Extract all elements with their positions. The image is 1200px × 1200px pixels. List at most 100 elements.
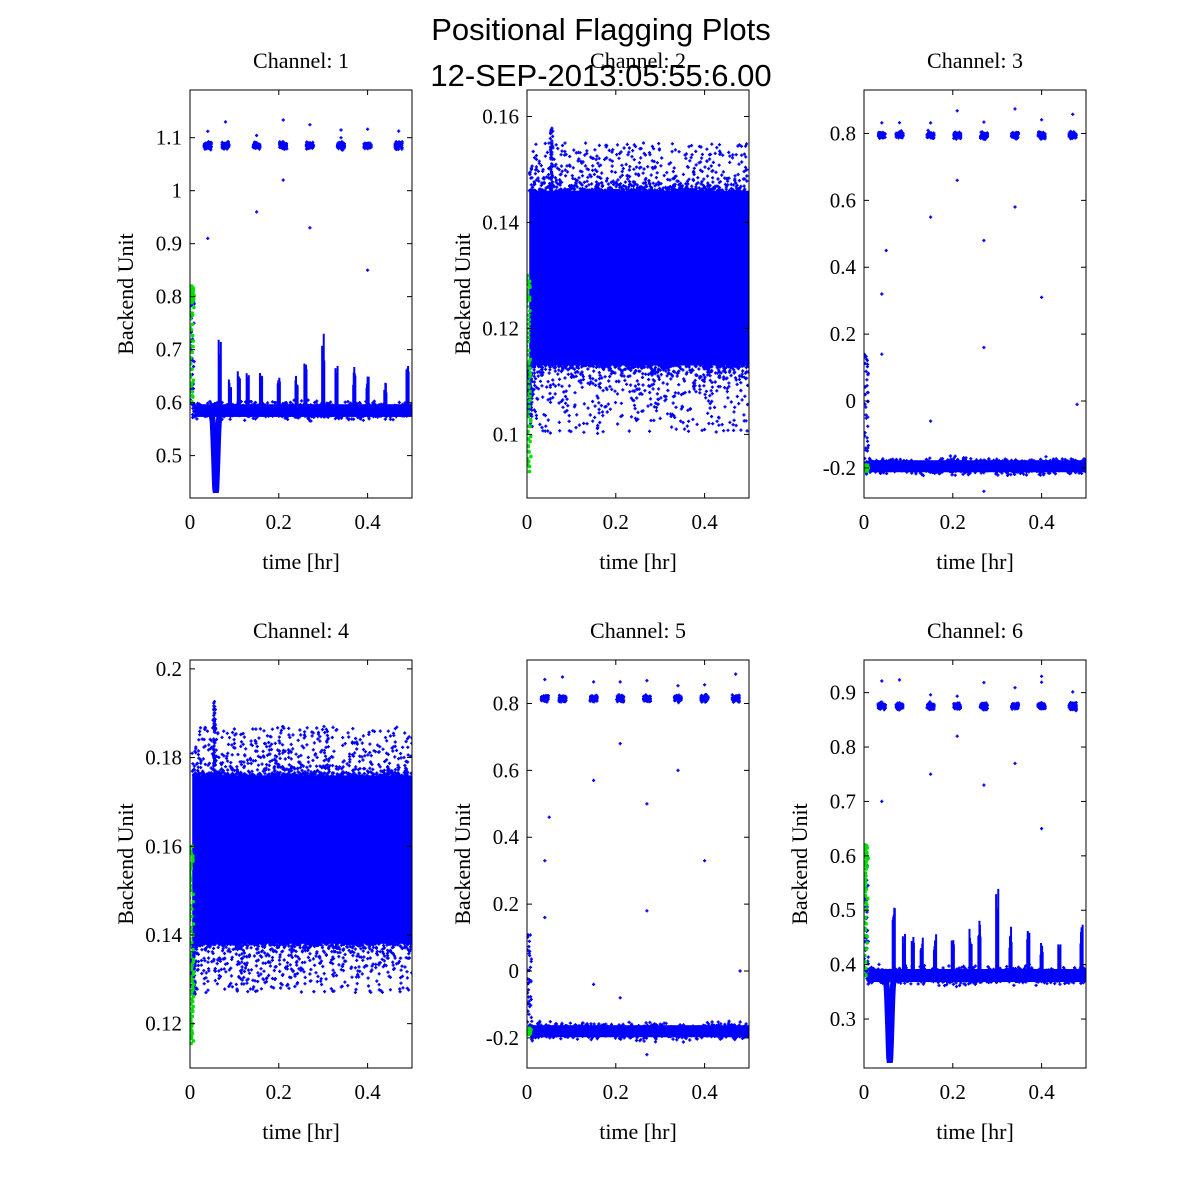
panel-channel-1: 0 0.2 0.4 0.5 0.6 0.7 0.8 0.9 1 1.1 Channel: 1 time… (113, 48, 413, 574)
y-tick-label: 0.16 (482, 104, 519, 128)
panel-title: Channel: 2 (590, 48, 686, 73)
y-tick-label: 0.6 (830, 188, 856, 212)
x-tick-label: 0.2 (940, 510, 966, 534)
y-tick-label: 0.16 (145, 834, 182, 858)
y-tick-label: 0.14 (145, 923, 182, 947)
y-axis-label: Backend Unit (787, 803, 812, 925)
axes-frame (526, 89, 750, 499)
data-layer (190, 700, 412, 1046)
panel-channel-5: 0 0.2 0.4 -0.2 0 0.2 0.4 0.6 0.8 Channel: 5 time [… (450, 618, 750, 1144)
x-axis-label: time [hr] (936, 1119, 1014, 1144)
y-tick-label: 0.2 (493, 892, 519, 916)
axes-frame (189, 659, 413, 1069)
x-axis-label: time [hr] (262, 1119, 340, 1144)
x-tick-label: 0.2 (940, 1080, 966, 1104)
y-axis-label: Backend Unit (113, 233, 138, 355)
dip-trace (208, 408, 224, 494)
y-tick-label: 0.6 (493, 758, 519, 782)
y-tick-label: 0.1 (493, 422, 519, 446)
figure-subtitle: 12-SEP-2013:05:55:6.00 (430, 58, 771, 93)
axes-frame (863, 659, 1087, 1069)
x-tick-label: 0.2 (266, 1080, 292, 1104)
x-tick-label: 0.4 (354, 510, 381, 534)
data-layer (864, 107, 1086, 493)
x-tick-label: 0 (185, 510, 196, 534)
x-tick-label: 0 (859, 510, 870, 534)
panel-channel-6: 0 0.2 0.4 0.3 0.4 0.5 0.6 0.7 0.8 0.9 Channel: 6 ti… (787, 618, 1087, 1144)
x-tick-label: 0.4 (1028, 1080, 1055, 1104)
scatter-points (864, 107, 1086, 493)
x-axis-label: time [hr] (599, 1119, 677, 1144)
x-tick-label: 0.2 (603, 510, 629, 534)
y-tick-label: 0.8 (493, 691, 519, 715)
y-tick-label: 0 (846, 389, 857, 413)
dense-band (192, 775, 412, 944)
panels: 0 0.2 0.4 0.5 0.6 0.7 0.8 0.9 1 1.1 Channel: 1 time… (113, 48, 1087, 1144)
scatter-points (190, 118, 412, 423)
data-layer (527, 672, 749, 1057)
data-layer (190, 118, 412, 494)
scatter-points (527, 672, 749, 1057)
y-tick-label: 0.4 (493, 825, 520, 849)
y-tick-label: 0.7 (156, 338, 182, 362)
panel-title: Channel: 1 (253, 48, 349, 73)
x-tick-label: 0.4 (354, 1080, 381, 1104)
y-tick-label: 0.9 (156, 232, 182, 256)
panel-channel-2: 0 0.2 0.4 0.1 0.12 0.14 0.16 Channel: 2 time [hr… (450, 48, 750, 574)
y-tick-label: 1.1 (156, 126, 182, 150)
panel-channel-3: 0 0.2 0.4 -0.2 0 0.2 0.4 0.6 0.8 Channel: 3 time [… (823, 48, 1087, 574)
x-tick-label: 0.4 (691, 510, 718, 534)
y-tick-label: -0.2 (823, 456, 856, 480)
x-tick-label: 0.2 (603, 1080, 629, 1104)
scatter-points (864, 674, 1086, 989)
y-tick-label: 1 (172, 179, 183, 203)
y-tick-label: 0.6 (830, 844, 856, 868)
x-tick-label: 0.2 (266, 510, 292, 534)
data-layer (527, 126, 749, 474)
x-tick-label: 0 (859, 1080, 870, 1104)
x-tick-label: 0 (522, 510, 533, 534)
y-axis-label: Backend Unit (450, 803, 475, 925)
axes-frame (526, 659, 750, 1069)
panel-title: Channel: 4 (253, 618, 349, 643)
data-layer (864, 674, 1086, 1063)
y-tick-label: 0.18 (145, 746, 182, 770)
x-axis-label: time [hr] (936, 549, 1014, 574)
scatter-points (527, 126, 749, 435)
dip-trace (882, 973, 898, 1063)
dense-band (529, 190, 749, 366)
y-tick-label: 0.4 (830, 255, 857, 279)
x-axis-label: time [hr] (599, 549, 677, 574)
y-tick-label: -0.2 (486, 1026, 519, 1050)
panel-channel-4: 0 0.2 0.4 0.12 0.14 0.16 0.18 0.2 Channel: 4 time… (113, 618, 413, 1144)
y-tick-label: 0.5 (156, 444, 182, 468)
x-tick-label: 0 (185, 1080, 196, 1104)
x-tick-label: 0.4 (1028, 510, 1055, 534)
y-tick-label: 0.4 (830, 953, 857, 977)
y-tick-label: 0.2 (156, 657, 182, 681)
axes-frame (863, 89, 1087, 499)
x-tick-label: 0 (522, 1080, 533, 1104)
panel-title: Channel: 3 (927, 48, 1023, 73)
panel-title: Channel: 5 (590, 618, 686, 643)
y-tick-label: 0.14 (482, 210, 519, 234)
x-tick-label: 0.4 (691, 1080, 718, 1104)
axes-frame (189, 89, 413, 499)
y-tick-label: 0.6 (156, 391, 182, 415)
scatter-points (190, 700, 412, 996)
y-tick-label: 0.2 (830, 322, 856, 346)
y-tick-label: 0.8 (156, 285, 182, 309)
figure-title: Positional Flagging Plots (431, 12, 770, 47)
y-tick-label: 0.8 (830, 735, 856, 759)
y-tick-label: 0.8 (830, 121, 856, 145)
y-axis-label: Backend Unit (450, 233, 475, 355)
y-tick-label: 0.5 (830, 898, 856, 922)
flagged-points (527, 1026, 533, 1037)
y-tick-label: 0.12 (145, 1012, 182, 1036)
panel-title: Channel: 6 (927, 618, 1023, 643)
y-tick-label: 0.9 (830, 681, 856, 705)
x-axis-label: time [hr] (262, 549, 340, 574)
y-tick-label: 0.3 (830, 1007, 856, 1031)
y-tick-label: 0 (509, 959, 520, 983)
